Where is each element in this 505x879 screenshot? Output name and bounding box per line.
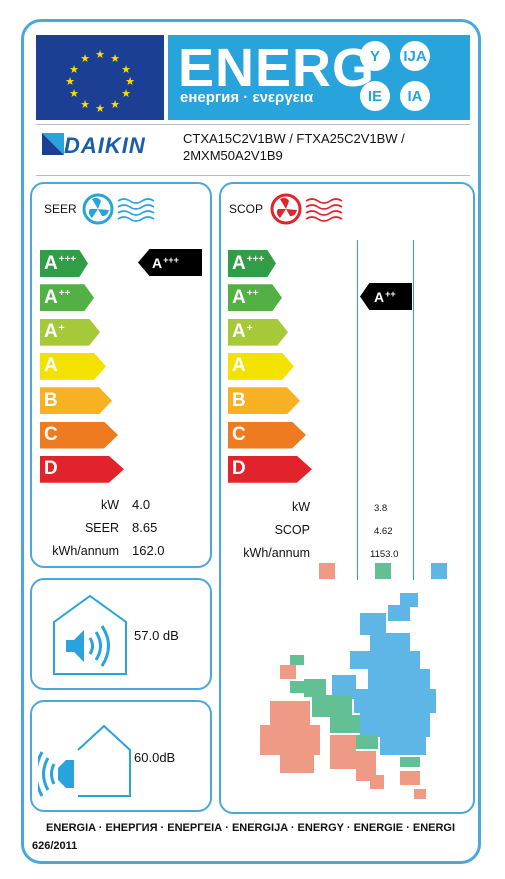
svg-text:★: ★ (69, 63, 79, 76)
brand-strip (36, 124, 470, 176)
zone-divider-2 (413, 240, 414, 580)
outdoor-noise-value: 60.0 (134, 750, 160, 765)
scop-class-arrow: A ++ (228, 284, 282, 312)
scop-panel (219, 182, 475, 814)
svg-text:★: ★ (110, 52, 120, 65)
seer-class-arrow: A +++ (40, 250, 88, 277)
daikin-logo-icon (42, 133, 64, 155)
svg-text:★: ★ (121, 63, 131, 76)
seer-class-arrow: D (40, 455, 124, 483)
scop-class-arrow: A + (228, 318, 288, 346)
outdoor-noise: 60.0dB (134, 750, 175, 765)
seer-class-arrow: A (40, 352, 106, 380)
scop-kw-value: 3.8 (374, 503, 388, 514)
svg-text:★: ★ (110, 98, 120, 111)
svg-text:★: ★ (80, 98, 90, 111)
seer-kw-value: 4.0 (132, 497, 151, 512)
zone-cold-swatch (431, 563, 447, 579)
energy-title: ENERG (178, 38, 376, 98)
suffix-ia: IA (400, 81, 430, 111)
energy-subtitle: енергия · ενεργεια (180, 89, 314, 106)
suffix-y: Y (360, 41, 390, 71)
model-line-2: 2MXM50A2V1B9 (183, 148, 283, 163)
seer-kw-label: kW (100, 498, 119, 512)
scop-kw-label: kW (291, 500, 310, 514)
brand-logo: DAIKIN (64, 133, 146, 158)
outdoor-noise-panel (30, 700, 212, 812)
scop-scop-value: 4.62 (374, 526, 393, 537)
seer-class-arrow: B (40, 387, 112, 415)
seer-class-arrow: A ++ (40, 284, 94, 312)
svg-text:★: ★ (121, 87, 131, 100)
eu-flag: ★ ★ ★ ★ ★ ★ ★ ★ ★ ★ ★ ★ (36, 35, 164, 120)
indoor-noise-value: 57.0 dB (134, 628, 179, 643)
cooling-fan-icon (82, 193, 155, 225)
suffix-ie: IE (360, 81, 390, 111)
outdoor-speaker-icon (38, 724, 131, 797)
seer-kwh-value: 162.0 (132, 543, 165, 558)
scop-scop-label: SCOP (274, 523, 310, 537)
scop-class-arrow: B (228, 387, 300, 415)
zone-average-swatch (375, 563, 391, 579)
heating-fan-icon (270, 193, 343, 225)
svg-text:★: ★ (95, 102, 105, 115)
indoor-noise-panel (30, 578, 212, 690)
zone-divider-1 (357, 240, 358, 580)
suffix-ija: IJA (400, 41, 430, 71)
seer-class-arrow: A + (40, 318, 100, 346)
seer-title: SEER (44, 202, 77, 216)
seer-seer-label: SEER (84, 521, 119, 535)
scop-kwh-value: 1153.0 (370, 549, 399, 560)
seer-seer-value: 8.65 (132, 520, 158, 535)
seer-kwh-label: kWh/annum (52, 544, 119, 558)
scop-class-arrow: A (228, 352, 294, 380)
svg-text:★: ★ (80, 52, 90, 65)
scop-class-arrow: A +++ (228, 250, 276, 277)
footer-regulation: 626/2011 (32, 840, 78, 852)
indoor-speaker-icon (53, 594, 127, 675)
scop-kwh-label: kWh/annum (243, 546, 310, 560)
scop-rating-arrow: A ++ (360, 283, 412, 310)
scop-class-arrow: D (228, 455, 312, 483)
label-frame (21, 19, 481, 864)
seer-panel (30, 182, 212, 568)
outdoor-noise-unit: dB (159, 750, 176, 765)
eu-stars-icon: ★ ★★ ★★★ ★★★ ★★★ (65, 48, 135, 115)
europe-climate-map (260, 593, 436, 799)
scop-title: SCOP (229, 202, 264, 216)
footer-energy-words: ENERGIA · ЕНЕРГИЯ · ΕΝΕΡΓΕΙΑ · ENERGIJA … (46, 822, 456, 834)
svg-text:★: ★ (125, 75, 135, 88)
model-line-1: CTXA15C2V1BW / FTXA25C2V1BW / (183, 131, 405, 146)
model-numbers: CTXA15C2V1BW / FTXA25C2V1BW / 2MXM50A2V1… (183, 130, 405, 164)
scop-class-arrow: C (228, 421, 306, 449)
svg-text:★: ★ (69, 87, 79, 100)
seer-class-arrow: C (40, 421, 118, 449)
svg-text:★: ★ (95, 48, 105, 61)
zone-warm-swatch (319, 563, 335, 579)
seer-rating-arrow: A +++ (138, 249, 202, 276)
svg-text:★: ★ (65, 75, 75, 88)
